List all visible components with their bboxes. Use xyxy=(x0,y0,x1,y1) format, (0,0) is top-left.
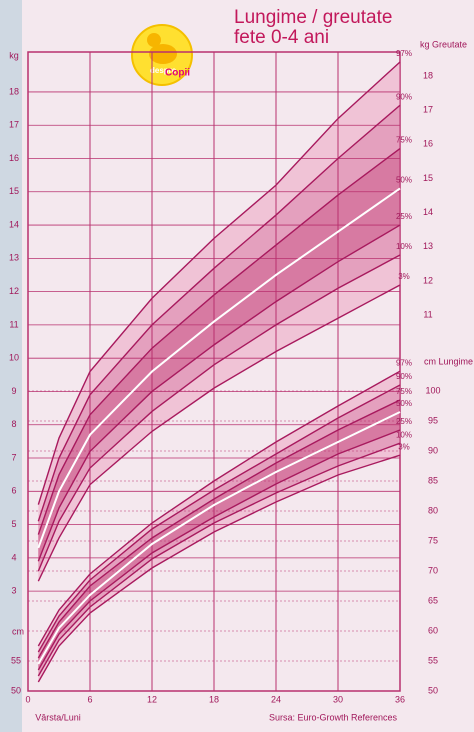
legend-label: 50% xyxy=(396,176,412,185)
y-tick-label: 3 xyxy=(11,586,16,596)
percentile-line xyxy=(37,442,401,677)
x-tick-label: 36 xyxy=(395,694,405,704)
y3-tick-label: 16 xyxy=(423,139,433,149)
y-tick-label: 6 xyxy=(11,486,16,496)
legend-label: 10% xyxy=(396,430,412,439)
y-tick-label: 13 xyxy=(9,253,19,263)
y2-tick-label: 60 xyxy=(428,625,438,635)
y-tick-label: 18 xyxy=(9,86,19,96)
x-tick-label: 6 xyxy=(87,694,92,704)
x-tick-label: 12 xyxy=(147,694,157,704)
legend-label: 75% xyxy=(396,136,412,145)
y2-tick-label: 75 xyxy=(428,535,438,545)
logo: despre Copii xyxy=(131,24,193,86)
legend-label: 25% xyxy=(396,417,412,426)
percentile-line xyxy=(37,399,401,659)
y-tick-label: 9 xyxy=(11,386,16,396)
logo-text: despre xyxy=(150,66,177,75)
source: Sursa: Euro-Growth References xyxy=(269,712,398,722)
y2-tick-label: 95 xyxy=(428,415,438,425)
chart-title: Lungime / greutate xyxy=(234,7,392,28)
y2-tick-label: 70 xyxy=(428,565,438,575)
y-tick-label: 10 xyxy=(9,353,19,363)
y-tick-label: 11 xyxy=(9,319,18,329)
y-tick-label: 17 xyxy=(9,120,19,130)
legend-label: 3% xyxy=(398,442,410,451)
legend-label: 90% xyxy=(396,92,412,101)
percentile-line xyxy=(37,411,401,665)
percentile-line xyxy=(37,370,401,647)
y3-tick-label: 15 xyxy=(423,173,433,183)
percentile-line xyxy=(37,254,401,572)
y2-tick-label-left: 55 xyxy=(11,655,21,665)
legend-label: 97% xyxy=(396,358,412,367)
y2-tick-label: 55 xyxy=(428,655,438,665)
y2-axis-label-left: cm xyxy=(12,626,24,636)
percentile-line xyxy=(37,187,401,549)
x-tick-label: 0 xyxy=(25,694,30,704)
x-tick-label: 30 xyxy=(333,694,343,704)
y3-tick-label: 11 xyxy=(423,309,432,319)
y2-tick-label-left: 50 xyxy=(11,685,21,695)
percentile-line xyxy=(37,224,401,562)
x-tick-label: 18 xyxy=(209,694,219,704)
y-axis-label: kg xyxy=(9,50,19,60)
percentile-line xyxy=(37,284,401,582)
percentile-line xyxy=(37,61,401,505)
y2-tick-label: 65 xyxy=(428,595,438,605)
legend-label: 3% xyxy=(398,272,410,281)
percentile-line xyxy=(37,454,401,683)
y2-tick-label: 50 xyxy=(428,685,438,695)
y3-axis-label: kg Greutate xyxy=(420,39,467,49)
legend-label: 50% xyxy=(396,399,412,408)
y3-tick-label: 13 xyxy=(423,241,433,251)
y3-tick-label: 17 xyxy=(423,104,433,114)
y3-tick-label: 12 xyxy=(423,275,433,285)
legend-label: 10% xyxy=(396,242,412,251)
y2-tick-label: 90 xyxy=(428,445,438,455)
legend-label: 25% xyxy=(396,212,412,221)
logo-duck-head xyxy=(147,33,161,47)
y2-tick-label: 85 xyxy=(428,475,438,485)
logo-duck xyxy=(149,44,177,64)
y3-tick-label: 18 xyxy=(423,70,433,80)
x-axis-label: Vârsta/Luni xyxy=(35,712,81,722)
x-tick-label: 24 xyxy=(271,694,281,704)
chart-subtitle: fete 0-4 ani xyxy=(234,27,329,48)
y-tick-label: 7 xyxy=(11,452,16,462)
y3-tick-label: 14 xyxy=(423,207,433,217)
percentile-line xyxy=(37,104,401,522)
legend-label: 75% xyxy=(396,387,412,396)
percentile-line xyxy=(37,384,401,653)
y2-axis-label: cm Lungime xyxy=(424,356,473,366)
y-tick-label: 4 xyxy=(11,552,16,562)
y2-tick-label: 100 xyxy=(425,385,440,395)
y-tick-label: 16 xyxy=(9,153,19,163)
legend-label: 90% xyxy=(396,372,412,381)
logo-text: Copii xyxy=(165,68,190,79)
y-tick-label: 14 xyxy=(9,219,19,229)
y-tick-label: 12 xyxy=(9,286,19,296)
legend-label: 97% xyxy=(396,49,412,58)
y-tick-label: 15 xyxy=(9,186,19,196)
percentile-line xyxy=(37,429,401,671)
y-tick-label: 5 xyxy=(11,519,16,529)
percentile-line xyxy=(37,147,401,535)
y-tick-label: 8 xyxy=(11,419,16,429)
y2-tick-label: 80 xyxy=(428,505,438,515)
